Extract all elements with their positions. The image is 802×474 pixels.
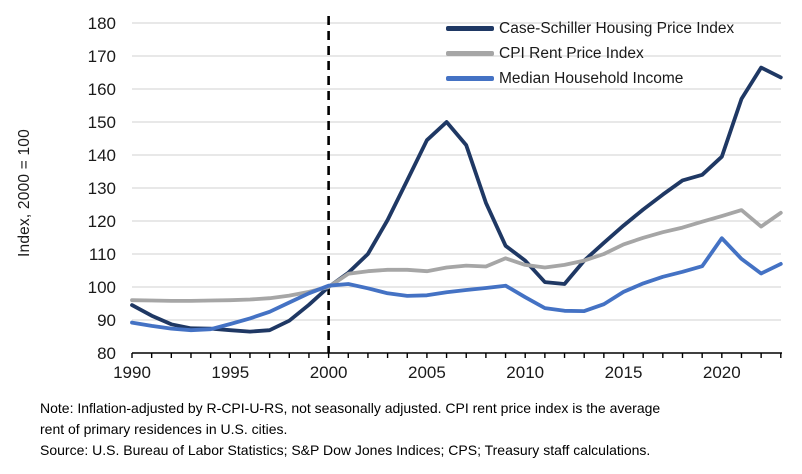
x-tick-label-2005: 2005 — [408, 363, 446, 382]
y-tick-label-160: 160 — [88, 80, 116, 99]
legend-item-case-shiller: Case-Schiller Housing Price Index — [446, 19, 734, 38]
y-tick-label-180: 180 — [88, 14, 116, 33]
y-tick-label-170: 170 — [88, 47, 116, 66]
legend-label-cpi-rent: CPI Rent Price Index — [499, 44, 644, 62]
series-line-1 — [130, 208, 783, 303]
legend-item-cpi-rent: CPI Rent Price Index — [446, 44, 734, 63]
x-tick-label-2020: 2020 — [703, 363, 741, 382]
legend-swatch-case-shiller — [446, 26, 494, 31]
y-tick-label-110: 110 — [89, 245, 116, 264]
legend-label-case-shiller: Case-Schiller Housing Price Index — [499, 19, 735, 37]
series-line-2 — [130, 236, 783, 333]
line-chart-canvas: 80 90 100 110 120 130 140 150 160 170 180 1990 1995 2… — [88, 14, 783, 382]
source-line: Source: U.S. Bureau of Labor Statistics;… — [40, 442, 651, 458]
note-line-2: rent of primary residences in U.S. citie… — [40, 421, 288, 437]
legend-item-median-income: Median Household Income — [446, 69, 734, 88]
y-tick-label-150: 150 — [88, 113, 116, 132]
legend-swatch-median-income — [446, 76, 494, 81]
legend-label-median-income: Median Household Income — [499, 69, 684, 87]
y-axis-title: Index, 2000 = 100 — [16, 129, 33, 257]
x-tick-label-2000: 2000 — [310, 363, 348, 382]
y-tick-label-140: 140 — [88, 146, 116, 165]
x-tick-label-2015: 2015 — [605, 363, 643, 382]
x-tick-label-1995: 1995 — [211, 363, 249, 382]
y-tick-label-90: 90 — [97, 311, 116, 330]
y-tick-label-100: 100 — [88, 278, 116, 297]
chart-notes: Note: Inflation-adjusted by R-CPI-U-RS, … — [40, 398, 800, 461]
x-tick-label-1990: 1990 — [113, 363, 151, 382]
y-tick-label-80: 80 — [97, 344, 116, 363]
y-tick-label-120: 120 — [88, 212, 116, 231]
x-tick-label-2010: 2010 — [506, 363, 544, 382]
legend-swatch-cpi-rent — [446, 51, 494, 56]
y-tick-label-130: 130 — [88, 179, 116, 198]
note-line-1: Note: Inflation-adjusted by R-CPI-U-RS, … — [40, 400, 661, 416]
series-line-0 — [130, 65, 783, 334]
chart-legend: Case-Schiller Housing Price Index CPI Re… — [446, 19, 734, 88]
